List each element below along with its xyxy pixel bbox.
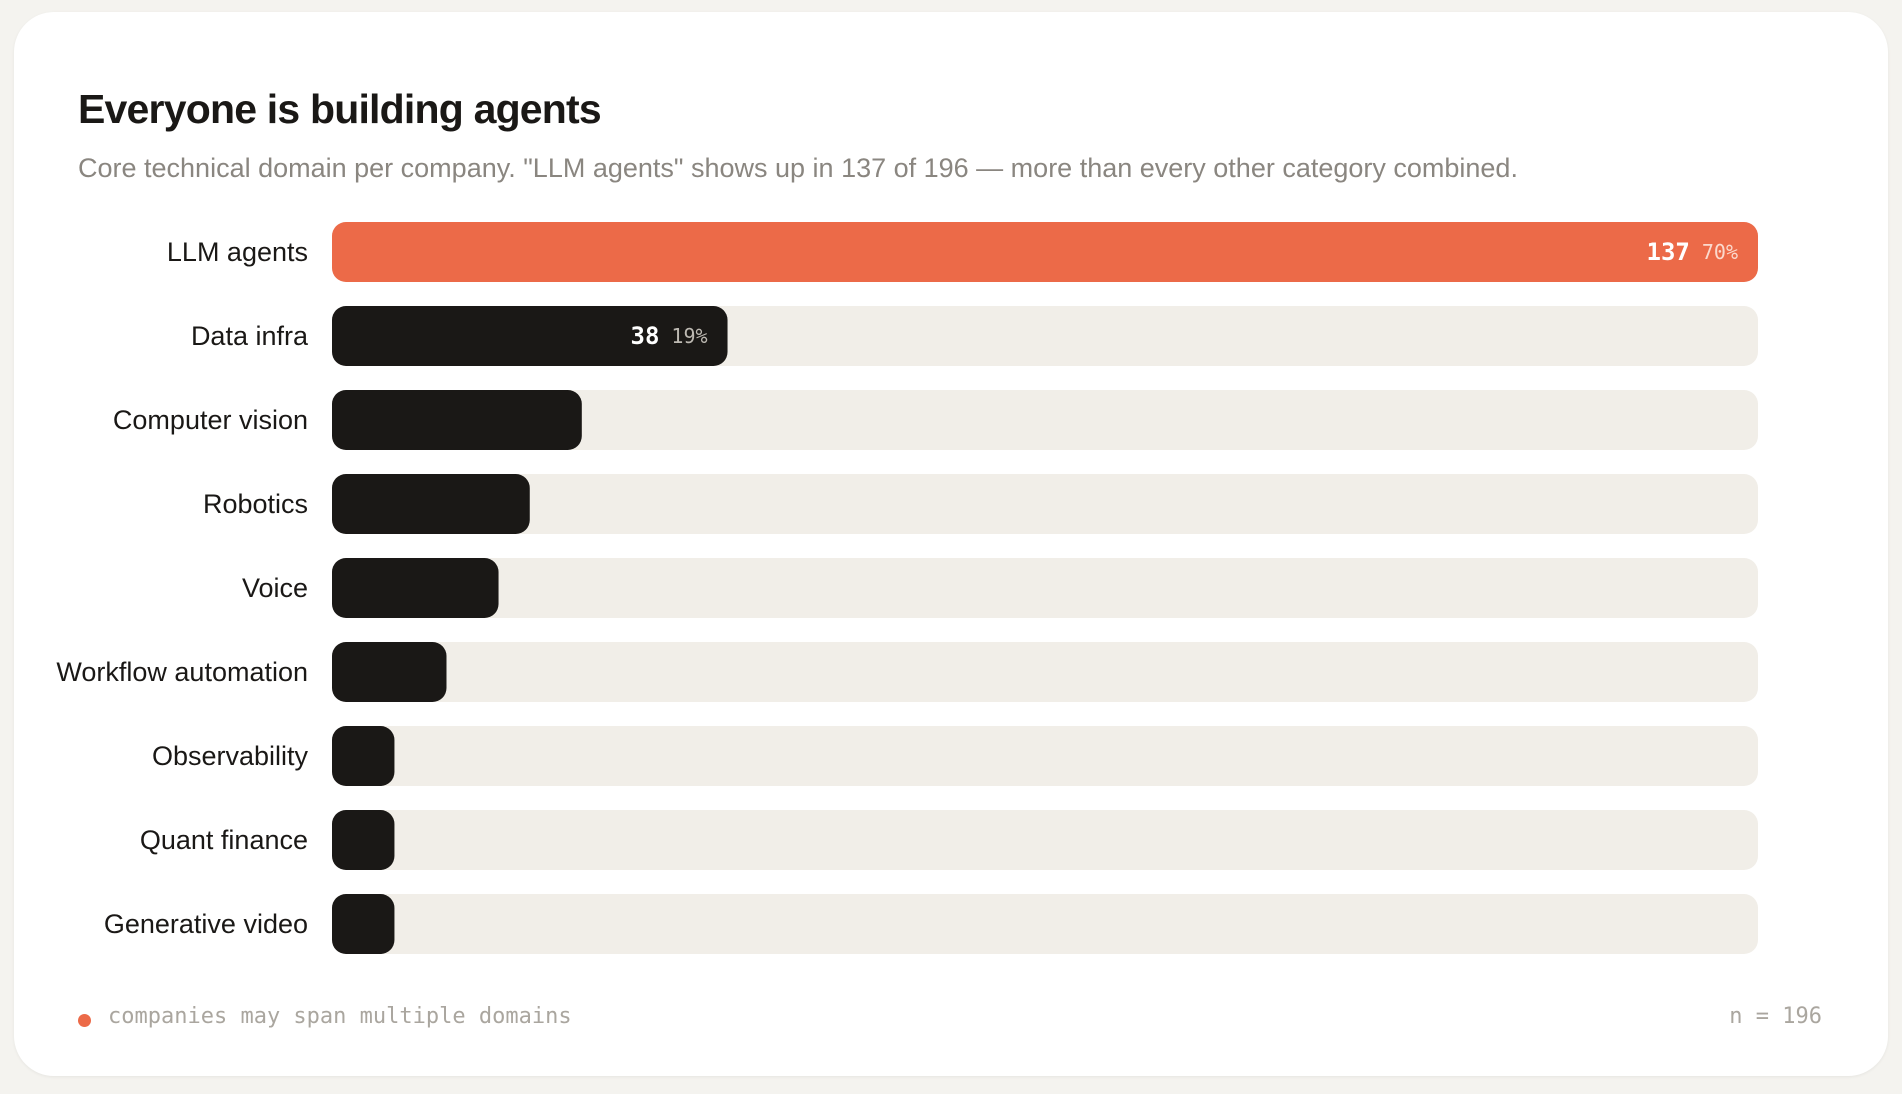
bar-llm-agents[interactable]: [332, 222, 1758, 282]
bar-value-label-data-infra: 38: [631, 322, 660, 350]
chart-subtitle: Core technical domain per company. "LLM …: [78, 153, 1518, 183]
bar-track-voice: [332, 558, 1758, 618]
bar-percent-label-llm-agents: 70%: [1702, 240, 1738, 264]
bar-robotics[interactable]: [332, 474, 530, 534]
bar-generative-video[interactable]: [332, 894, 395, 954]
sample-size-label: n = 196: [1729, 1004, 1822, 1029]
bar-track-generative-video: [332, 894, 1758, 954]
category-label-generative-video: Generative video: [104, 909, 308, 939]
category-label-data-infra: Data infra: [191, 321, 309, 351]
bar-track-computer-vision: [332, 390, 1758, 450]
bar-track-robotics: [332, 474, 1758, 534]
bar-value-label-llm-agents: 137: [1647, 238, 1690, 266]
bar-quant-finance[interactable]: [332, 810, 395, 870]
chart-card: Everyone is building agents Core technic…: [14, 12, 1888, 1076]
bar-data-infra[interactable]: [332, 306, 728, 366]
chart-title: Everyone is building agents: [78, 86, 602, 132]
bar-computer-vision[interactable]: [332, 390, 582, 450]
category-label-quant-finance: Quant finance: [140, 825, 308, 855]
bar-track-quant-finance: [332, 810, 1758, 870]
chart-footer: companies may span multiple domains n = …: [78, 1004, 1822, 1034]
bar-observability[interactable]: [332, 726, 395, 786]
category-label-computer-vision: Computer vision: [113, 405, 308, 435]
category-label-workflow-automation: Workflow automation: [56, 657, 308, 687]
bar-track-workflow-automation: [332, 642, 1758, 702]
bar-chart: LLM agents 70% 137 Data infra 19% 38 Computer …: [56, 222, 1758, 954]
bar-percent-label-data-infra: 19%: [671, 324, 707, 348]
footnote-dot-icon: [78, 1014, 91, 1027]
category-label-llm-agents: LLM agents: [167, 237, 308, 267]
bar-track-observability: [332, 726, 1758, 786]
category-label-observability: Observability: [152, 741, 309, 771]
bar-workflow-automation[interactable]: [332, 642, 447, 702]
footnote-text: companies may span multiple domains: [108, 1004, 572, 1029]
category-label-voice: Voice: [242, 573, 308, 603]
bar-voice[interactable]: [332, 558, 499, 618]
category-label-robotics: Robotics: [203, 489, 308, 519]
